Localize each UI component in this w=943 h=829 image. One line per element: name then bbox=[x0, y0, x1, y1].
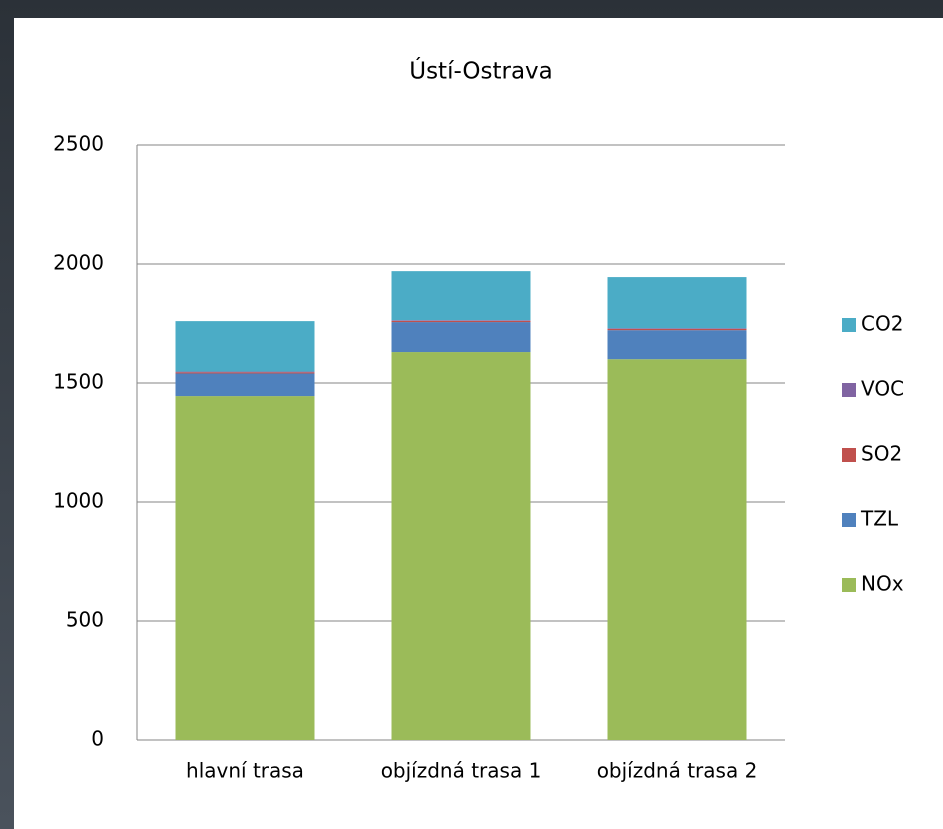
y-tick-label: 500 bbox=[66, 608, 104, 632]
bar-segment bbox=[607, 328, 747, 331]
bar-segment bbox=[391, 320, 531, 321]
bar-segment bbox=[607, 330, 747, 360]
legend-label: CO2 bbox=[861, 312, 903, 336]
chart-title: Ústí-Ostrava bbox=[409, 57, 553, 85]
legend-swatch bbox=[842, 318, 856, 332]
bar-segment bbox=[175, 373, 315, 397]
x-tick-label: objízdná trasa 2 bbox=[597, 759, 758, 783]
y-tick-label: 1500 bbox=[53, 370, 104, 394]
bar-segment bbox=[391, 352, 531, 740]
legend-swatch bbox=[842, 513, 856, 527]
y-tick-label: 2000 bbox=[53, 251, 104, 275]
legend-swatch bbox=[842, 448, 856, 462]
bar-segment bbox=[175, 396, 315, 740]
bar-segment bbox=[391, 271, 531, 321]
legend-swatch bbox=[842, 383, 856, 397]
x-tick-label: hlavní trasa bbox=[186, 759, 304, 783]
bar-segment bbox=[175, 321, 315, 372]
legend-label: SO2 bbox=[861, 442, 902, 466]
legend-label: VOC bbox=[861, 377, 904, 401]
bar-segment bbox=[607, 277, 747, 329]
bar-segment bbox=[175, 372, 315, 374]
y-tick-label: 0 bbox=[91, 727, 104, 751]
legend-swatch bbox=[842, 578, 856, 592]
bar-segment bbox=[391, 320, 531, 323]
bar-segment bbox=[607, 328, 747, 329]
y-tick-label: 1000 bbox=[53, 489, 104, 513]
y-tick-label: 2500 bbox=[53, 132, 104, 156]
bar-segment bbox=[391, 322, 531, 353]
bar-segment bbox=[175, 371, 315, 373]
legend-label: NOx bbox=[861, 572, 904, 596]
x-tick-label: objízdná trasa 1 bbox=[381, 759, 542, 783]
bar-segment bbox=[607, 359, 747, 740]
legend-label: TZL bbox=[860, 507, 899, 531]
